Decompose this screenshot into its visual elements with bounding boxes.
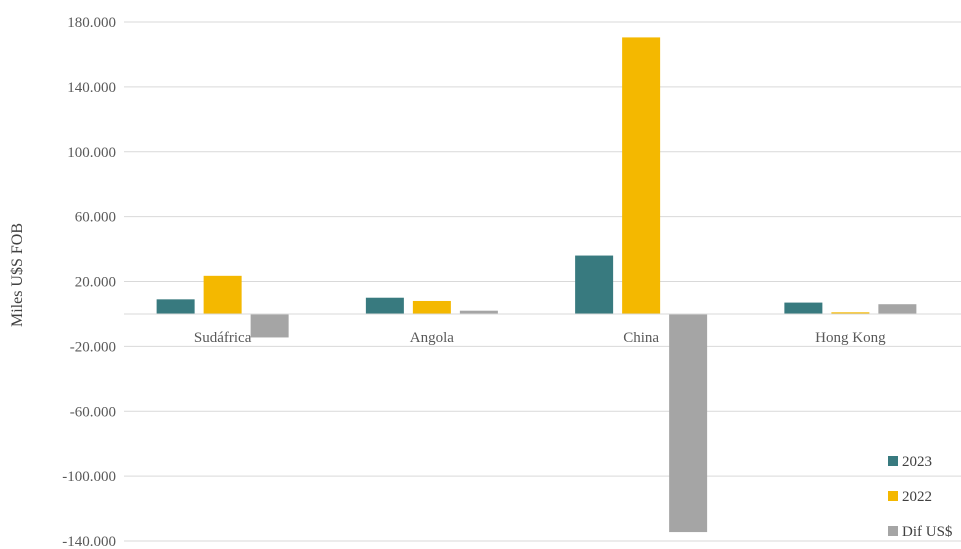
legend: 2023 2022 Dif US$ [888,454,953,540]
bar [622,37,661,314]
legend-entry: Dif US$ [902,524,953,540]
bar [203,275,242,314]
bar [250,313,289,338]
y-tick-label: -60.000 [70,404,116,420]
bar [365,297,404,314]
bar [575,255,614,314]
legend-swatch [888,456,898,466]
bar [459,310,498,314]
bar [831,312,870,314]
bar [412,300,451,314]
y-tick-label: 20.000 [75,275,116,291]
y-tick-label: -20.000 [70,339,116,355]
bars [156,37,917,533]
category-label: China [623,330,659,346]
legend-entry: 2022 [902,489,932,505]
legend-swatch [888,491,898,501]
y-tick-label: 60.000 [75,210,116,226]
y-tick-label: -100.000 [62,469,116,485]
y-tick-label: -140.000 [62,534,116,549]
y-tick-label: 180.000 [67,15,116,31]
category-label: Angola [410,330,455,346]
category-labels: Sudáfrica Angola China Hong Kong [194,330,886,346]
bar [156,299,195,314]
category-label: Hong Kong [815,330,886,346]
bar [878,304,917,314]
bar [669,313,708,533]
y-tick-label: 100.000 [67,145,116,161]
category-label: Sudáfrica [194,330,252,346]
y-axis-label: Miles U$S FOB [9,223,26,327]
legend-entry: 2023 [902,454,932,470]
bar [784,302,823,314]
legend-swatch [888,526,898,536]
gridlines [124,21,961,542]
y-axis-ticks: 180.000 140.000 100.000 60.000 20.000 -20.000… [62,15,116,549]
y-tick-label: 140.000 [67,80,116,96]
